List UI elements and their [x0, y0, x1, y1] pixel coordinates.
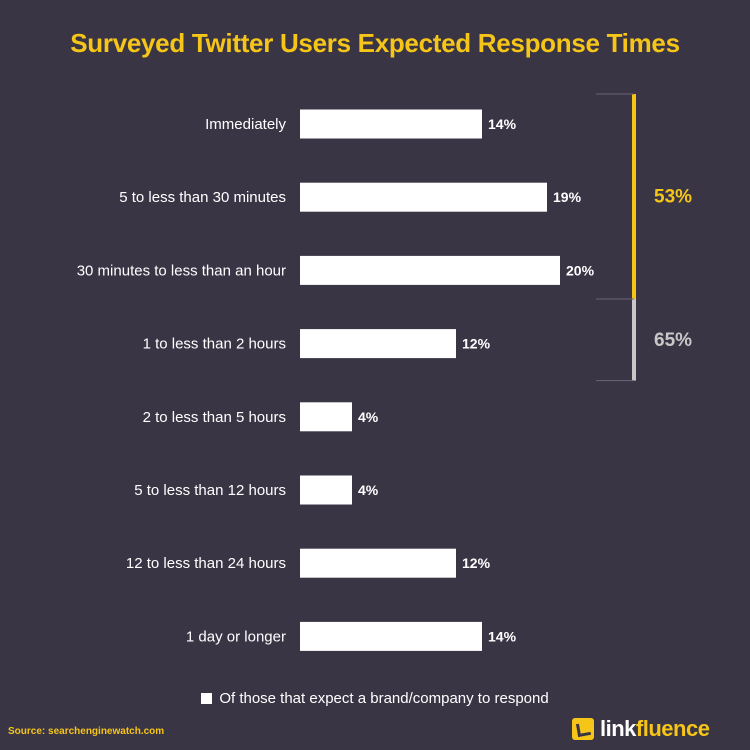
bar [300, 402, 352, 432]
legend-label: Of those that expect a brand/company to … [219, 690, 549, 707]
bar [300, 329, 456, 359]
chart-title: Surveyed Twitter Users Expected Response… [70, 28, 680, 58]
bracket-53-label: 53% [654, 187, 692, 208]
source-note: Source: searchenginewatch.com [8, 726, 165, 737]
value-label: 4% [358, 409, 379, 425]
linkfluence-logo: linkfluence [572, 714, 710, 744]
category-label: Immediately [205, 116, 286, 133]
bar [300, 109, 482, 139]
category-label: 1 day or longer [186, 628, 286, 645]
value-label: 19% [553, 189, 582, 205]
bracket-65-label: 65% [654, 330, 692, 351]
legend: Of those that expect a brand/company to … [0, 690, 750, 707]
bar [300, 182, 547, 212]
value-label: 12% [462, 336, 491, 352]
logo-prefix: link [600, 716, 636, 741]
value-label: 12% [462, 555, 491, 571]
bar [300, 548, 456, 578]
category-label: 2 to less than 5 hours [143, 409, 286, 426]
category-label: 5 to less than 30 minutes [119, 189, 286, 206]
value-label: 20% [566, 262, 595, 278]
bar [300, 621, 482, 651]
logo-suffix: fluence [635, 716, 710, 741]
value-label: 4% [358, 482, 379, 498]
logo-wordmark: linkfluence [600, 716, 710, 742]
value-label: 14% [488, 628, 517, 644]
category-label: 30 minutes to less than an hour [77, 262, 286, 279]
category-label: 1 to less than 2 hours [143, 336, 286, 353]
value-label: 14% [488, 116, 517, 132]
linkfluence-logo-icon [572, 718, 594, 740]
category-label: 12 to less than 24 hours [126, 555, 286, 572]
bar [300, 475, 352, 505]
bar [300, 255, 560, 285]
legend-swatch [201, 693, 213, 704]
category-label: 5 to less than 12 hours [134, 482, 286, 499]
